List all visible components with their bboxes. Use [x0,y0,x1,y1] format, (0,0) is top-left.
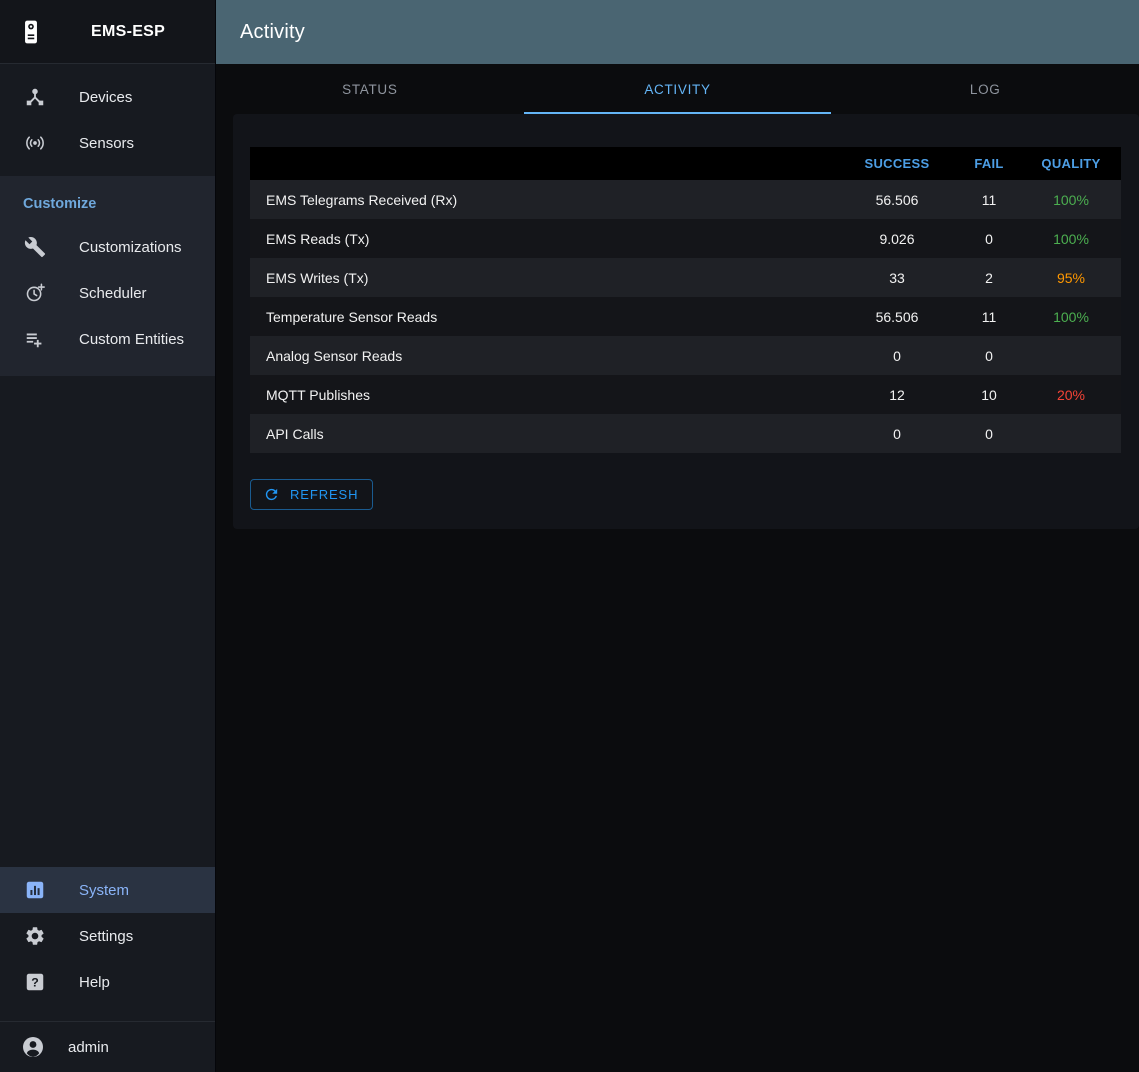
table-row: EMS Writes (Tx) 33 2 95% [250,258,1121,297]
tab-log[interactable]: LOG [969,81,1001,97]
table-row: API Calls 0 0 [250,414,1121,453]
sidebar-user[interactable]: admin [0,1022,215,1072]
fail-value: 2 [985,269,993,286]
success-value: 9.026 [879,230,915,247]
refresh-icon [263,486,280,503]
ems-esp-logo-icon [20,20,42,43]
refresh-button[interactable]: REFRESH [250,479,374,510]
fail-value: 0 [985,425,993,442]
quality-value: 95% [1056,269,1086,286]
success-value: 0 [893,347,901,364]
sidebar-item-system[interactable]: System [0,867,215,913]
fail-value: 0 [985,347,993,364]
sensors-icon [24,132,46,154]
app-header: Activity [216,0,1139,64]
table-row: MQTT Publishes 12 10 20% [250,375,1121,414]
customize-section-title: Customize [23,196,97,212]
table-row: EMS Telegrams Received (Rx) 56.506 11 10… [250,180,1121,219]
sidebar-item-sensors[interactable]: Sensors [0,120,215,166]
activity-panel: SUCCESS FAIL QUALITY EMS Telegrams Recei… [233,114,1139,529]
table-row: Temperature Sensor Reads 56.506 11 100% [250,297,1121,336]
app-title: EMS-ESP [91,22,166,40]
page-title: Activity [240,20,305,43]
table-header-row: SUCCESS FAIL QUALITY [250,147,1121,180]
table-header-metric [250,147,837,180]
table-header-fail: FAIL [957,147,1021,180]
sidebar-item-label: Devices [79,88,133,106]
sidebar-spacer [0,376,215,867]
metric-label: EMS Telegrams Received (Rx) [266,191,458,208]
sidebar-item-devices[interactable]: Devices [0,74,215,120]
sidebar-item-custom-entities[interactable]: Custom Entities [0,316,215,362]
metric-label: EMS Reads (Tx) [266,230,370,247]
table-row: EMS Reads (Tx) 9.026 0 100% [250,219,1121,258]
tab-bar: STATUS ACTIVITY LOG [216,64,1139,114]
account-circle-icon [22,1036,44,1058]
sidebar-bottom-group: System Settings ? [0,867,215,1021]
success-value: 56.506 [875,308,919,325]
tab-status[interactable]: STATUS [342,81,398,97]
playlist-add-icon [24,328,46,350]
table-header-quality: QUALITY [1021,147,1121,180]
fail-value: 10 [981,386,997,403]
sidebar: EMS-ESP Devices [0,0,216,1072]
clock-plus-icon [24,282,46,304]
success-value: 56.506 [875,191,919,208]
quality-value: 100% [1053,191,1089,208]
quality-value: 100% [1053,230,1089,247]
sidebar-item-scheduler[interactable]: Scheduler [0,270,215,316]
sidebar-divider [0,1021,215,1022]
username-label: admin [68,1038,109,1056]
quality-value: 100% [1053,308,1089,325]
metric-label: API Calls [266,425,324,442]
tab-activity[interactable]: ACTIVITY [523,64,832,114]
sidebar-item-customizations[interactable]: Customizations [0,224,215,270]
quality-value [1021,336,1121,375]
sidebar-item-help[interactable]: ? Help [0,959,215,1005]
fail-value: 0 [985,230,993,247]
sidebar-item-label: Help [79,973,110,991]
tools-icon [24,236,46,258]
sidebar-item-label: Custom Entities [79,330,185,348]
sidebar-item-label: Scheduler [79,284,147,302]
sidebar-item-label: Customizations [79,238,182,256]
activity-table: SUCCESS FAIL QUALITY EMS Telegrams Recei… [250,147,1121,453]
sidebar-item-settings[interactable]: Settings [0,913,215,959]
customize-section: Customize Customizations [0,176,215,376]
devices-icon [24,86,46,108]
success-value: 33 [889,269,905,286]
refresh-button-label: REFRESH [290,487,359,502]
svg-text:?: ? [31,975,39,989]
metric-label: EMS Writes (Tx) [266,269,369,286]
metric-label: Analog Sensor Reads [266,347,403,364]
metric-label: MQTT Publishes [266,386,370,403]
sidebar-menu: Devices Sensors Customize [0,64,215,1072]
main-area: Activity STATUS ACTIVITY LOG SUCCESS FAI… [216,0,1139,1072]
sidebar-item-label: Settings [79,927,134,945]
app-logo-row[interactable]: EMS-ESP [0,0,215,64]
quality-value: 20% [1056,386,1086,403]
table-header-success: SUCCESS [837,147,957,180]
success-value: 12 [889,386,905,403]
success-value: 0 [893,425,901,442]
help-icon: ? [24,971,46,993]
quality-value [1021,414,1121,453]
sidebar-item-label: Sensors [79,134,135,152]
table-row: Analog Sensor Reads 0 0 [250,336,1121,375]
fail-value: 11 [981,308,997,325]
analytics-icon [24,879,46,901]
metric-label: Temperature Sensor Reads [266,308,438,325]
sidebar-item-label: System [79,881,130,899]
fail-value: 11 [981,191,997,208]
gear-icon [24,925,46,947]
